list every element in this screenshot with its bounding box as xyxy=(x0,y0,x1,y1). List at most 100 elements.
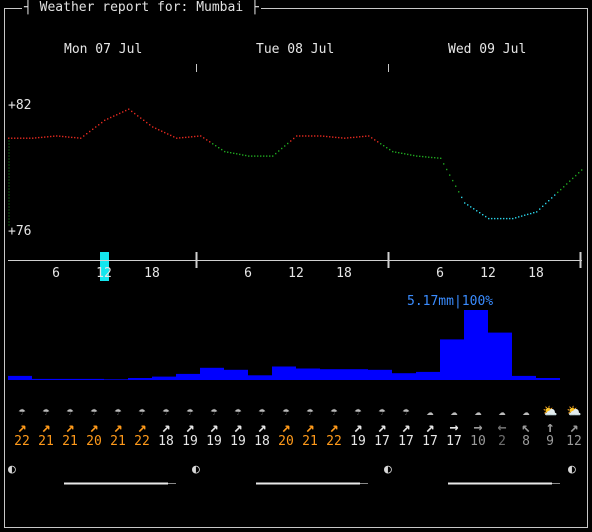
wind-speed-value: 22 xyxy=(134,434,150,449)
temp-point xyxy=(185,136,187,139)
temp-point xyxy=(557,191,559,194)
temp-point xyxy=(257,155,259,157)
precip-bar xyxy=(368,369,392,380)
temp-point xyxy=(224,150,226,153)
temp-point xyxy=(413,154,415,157)
temp-point xyxy=(416,155,418,157)
temp-point xyxy=(509,217,511,220)
temp-point xyxy=(77,137,79,139)
temp-point xyxy=(359,136,361,138)
temp-point xyxy=(470,206,472,208)
temp-point xyxy=(14,137,16,139)
temp-point xyxy=(500,217,502,220)
partly-cloudy-rain-icon: ☂ xyxy=(330,404,338,418)
temp-point xyxy=(518,216,520,218)
date-label-day-1: Mon 07 Jul xyxy=(64,42,143,57)
temp-point xyxy=(149,124,151,126)
temp-point xyxy=(542,205,544,207)
wind-direction-arrow-icon: ↗ xyxy=(209,418,219,436)
temp-point xyxy=(206,139,208,141)
temp-point xyxy=(428,156,430,158)
precip-bar xyxy=(56,378,80,380)
temp-point xyxy=(404,153,406,155)
partly-cloudy-rain-icon: ☂ xyxy=(282,404,290,418)
temp-point xyxy=(251,155,253,157)
temp-point xyxy=(65,136,67,138)
temp-point xyxy=(146,121,148,124)
temp-point xyxy=(275,152,277,155)
precip-bar xyxy=(152,376,176,380)
current-hour-cursor xyxy=(100,252,109,281)
wind-speed-value: 2 xyxy=(498,434,506,449)
temp-point xyxy=(68,136,70,138)
temp-point xyxy=(161,130,163,132)
wind-speed-value: 19 xyxy=(206,434,222,449)
partly-cloudy-icon: ⛅ xyxy=(542,404,558,418)
temp-point xyxy=(458,191,460,193)
temp-point xyxy=(212,143,214,145)
temp-point xyxy=(158,129,160,131)
temp-point xyxy=(464,202,466,204)
cloud-rain-icon: ☁ xyxy=(498,404,506,418)
temp-point xyxy=(560,188,562,191)
temp-point xyxy=(563,186,565,188)
temp-point xyxy=(539,208,541,210)
wind-direction-arrow-icon: ↖ xyxy=(521,418,531,436)
wind-direction-arrow-icon: ↗ xyxy=(305,418,315,436)
temp-point xyxy=(365,135,367,137)
temp-point xyxy=(101,121,103,124)
temp-point xyxy=(170,134,172,137)
wind-direction-arrow-icon: ↗ xyxy=(425,418,435,436)
temp-point xyxy=(53,135,55,137)
precip-bar xyxy=(200,367,224,380)
temp-point xyxy=(80,137,82,139)
temp-point xyxy=(419,155,421,157)
temp-point xyxy=(491,217,493,220)
temp-point xyxy=(29,137,31,139)
temp-point xyxy=(95,126,97,128)
temp-point xyxy=(239,153,241,156)
precip-bar xyxy=(176,373,200,380)
temp-point xyxy=(194,135,196,138)
temp-point xyxy=(215,145,217,147)
temp-point xyxy=(110,116,112,119)
temp-point xyxy=(377,141,379,143)
wind-speed-value: 20 xyxy=(86,434,102,449)
wind-speed-value: 21 xyxy=(38,434,54,449)
wind-speed-value: 21 xyxy=(62,434,78,449)
temp-point xyxy=(260,155,262,157)
temp-point xyxy=(548,200,550,202)
cloud-rain-icon: ☁ xyxy=(522,404,530,418)
wind-direction-arrow-icon: ↗ xyxy=(161,418,171,436)
partly-cloudy-rain-icon: ☂ xyxy=(186,404,194,418)
temp-point xyxy=(398,152,400,154)
cloud-rain-icon: ☁ xyxy=(450,404,458,418)
temp-point xyxy=(26,137,28,139)
precip-bar xyxy=(488,332,512,380)
temp-point xyxy=(308,135,310,137)
temp-point xyxy=(44,136,46,138)
temp-point xyxy=(20,137,22,139)
temp-point xyxy=(266,155,268,157)
temp-point xyxy=(62,135,64,138)
temp-point xyxy=(467,204,469,206)
wind-speed-value: 12 xyxy=(566,434,582,449)
temp-point xyxy=(41,136,43,139)
cloud-rain-icon: ☁ xyxy=(474,404,482,418)
temp-point xyxy=(578,172,580,174)
temp-point xyxy=(317,135,319,137)
temp-point xyxy=(17,137,19,139)
wind-direction-arrow-icon: ↗ xyxy=(41,418,51,436)
temp-point xyxy=(35,137,37,139)
wind-speed-value: 19 xyxy=(182,434,198,449)
wind-speed-value: 8 xyxy=(522,434,530,449)
temp-point xyxy=(227,151,229,153)
wind-direction-arrow-icon: ↗ xyxy=(89,418,99,436)
temp-point xyxy=(569,180,571,182)
temp-point xyxy=(380,143,382,145)
temp-point xyxy=(113,115,115,117)
wind-speed-value: 21 xyxy=(110,434,126,449)
partly-cloudy-rain-icon: ☂ xyxy=(402,404,410,418)
temp-point xyxy=(233,152,235,154)
